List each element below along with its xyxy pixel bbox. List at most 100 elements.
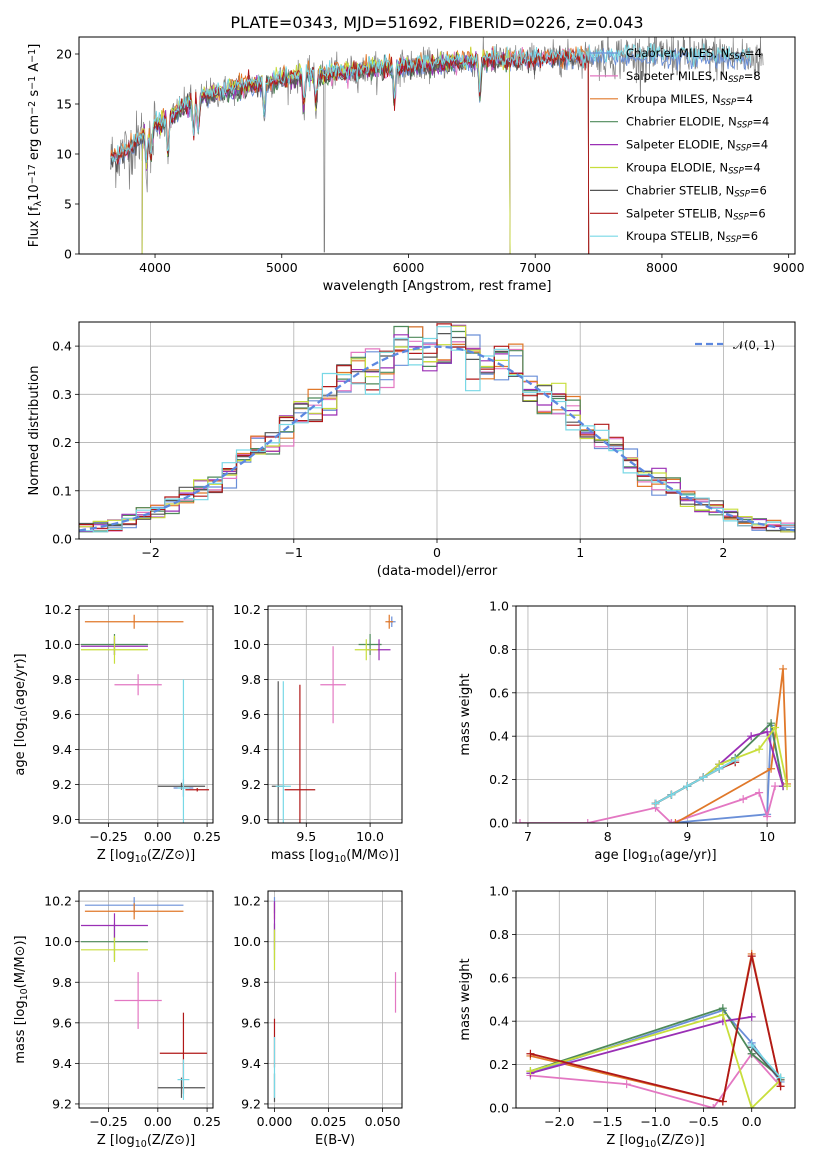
errorbar-point-salpeter-miles (320, 646, 346, 724)
y-tick-label: 9.8 (52, 672, 72, 687)
grid-lines (516, 890, 795, 1109)
legend-entry: Chabrier STELIB, NSSP=6 (626, 183, 767, 199)
x-tick-label: 0.000 (257, 1114, 293, 1129)
x-tick-label: 0.0 (742, 1114, 762, 1129)
series-line (751, 1044, 782, 1079)
mass-weight-vs-age-panel: 7 8 9 10 0.0 0.2 0.4 0.6 0.8 1.0 age [log10(age/yr… (458, 599, 796, 865)
series-line (674, 668, 788, 823)
series-point (747, 732, 756, 741)
x-axis-label: E(B-V) (315, 1133, 355, 1148)
series-line (520, 785, 776, 823)
y-axis-label: mass weight (458, 673, 473, 755)
series-point (739, 795, 748, 804)
x-tick-label: 9 (683, 829, 691, 844)
grid-lines (79, 891, 213, 1108)
plot-area (80, 614, 210, 823)
x-tick-label: 0.025 (311, 1114, 347, 1129)
plot-area (110, 37, 764, 254)
series-line (655, 759, 736, 805)
mass-vs-metallicity-panel: −0.25 0.00 0.25 9.2 9.4 9.6 9.8 10.0 10.2 Z [log1… (13, 890, 221, 1150)
grid-lines (516, 605, 795, 824)
x-tick-label: 6000 (393, 260, 425, 275)
x-tick-label: 7000 (519, 260, 551, 275)
errorbar-point-salpeter-stelib (284, 684, 316, 823)
axes-frame (515, 605, 796, 824)
errorbar-point-salpeter-stelib (185, 788, 210, 792)
errorbar-point-salpeter-miles (114, 674, 162, 696)
y-tick-label: 9.2 (241, 777, 261, 792)
axes-frame (515, 890, 796, 1109)
y-tick-label: 9.4 (241, 742, 261, 757)
errorbar-point-kroupa-elodie (80, 635, 148, 664)
plot-area (526, 949, 785, 1108)
y-tick-label: 0.0 (489, 816, 509, 831)
series-point (776, 1082, 785, 1091)
series-point (776, 1073, 785, 1082)
y-tick-label: 9.6 (52, 707, 72, 722)
series-salpeter-stelib (526, 952, 785, 1106)
errorbar-point-kroupa-stelib (177, 679, 190, 823)
x-tick-label: −2 (141, 545, 159, 560)
series-kroupa-elodie (526, 1010, 785, 1108)
y-tick-label: 9.2 (52, 1096, 72, 1111)
series-point (667, 819, 676, 823)
legend-entry: Chabrier ELODIE, NSSP=4 (626, 115, 769, 131)
y-tick-label: 10.2 (233, 894, 261, 909)
y-tick-label: 5 (64, 197, 72, 212)
x-tick-label: 0.25 (193, 1114, 221, 1129)
y-tick-label: 9.8 (241, 672, 261, 687)
series-point (747, 952, 756, 961)
series-point (763, 812, 772, 821)
x-tick-label: 10.0 (356, 829, 384, 844)
x-axis-label: Z [log10(Z/Z⊙)] (97, 848, 195, 865)
y-axis-label: mass [log10(M/M⊙)] (13, 935, 30, 1063)
x-tick-label: 1 (576, 545, 584, 560)
y-tick-label: 9.2 (241, 1096, 261, 1111)
y-tick-label: 9.6 (52, 1015, 72, 1030)
x-tick-label: −1.0 (640, 1114, 670, 1129)
y-tick-label: 10.2 (44, 602, 72, 617)
y-tick-label: 0.8 (489, 642, 509, 657)
y-tick-label: 0.2 (52, 435, 72, 450)
series-point (526, 1049, 535, 1058)
mass-weight-vs-metallicity-panel: −2.0 −1.5 −1.0 −0.5 0.0 0.0 0.2 0.4 0.6 0.8 1.0 Z [… (458, 884, 796, 1150)
plot-area (80, 897, 208, 1100)
errorbar-point-salpeter-elodie (80, 913, 148, 938)
y-axis-label: mass weight (458, 958, 473, 1040)
grid-lines (268, 891, 402, 1108)
y-tick-label: 9.8 (241, 975, 261, 990)
series-line (751, 1046, 782, 1081)
y-tick-label: 0.0 (489, 1101, 509, 1116)
series-point (671, 819, 680, 823)
series-point (731, 756, 740, 765)
y-tick-label: 0.4 (489, 1014, 509, 1029)
y-axis-label: Normed distribution (27, 366, 42, 496)
y-tick-label: 0.2 (489, 772, 509, 787)
y-tick-label: 10.0 (44, 637, 72, 652)
y-tick-label: 10.0 (233, 934, 261, 949)
y-tick-label: 9.2 (52, 777, 72, 792)
series-point (771, 782, 780, 791)
x-axis-label: age [log10(age/yr)] (594, 848, 716, 865)
axes-frame (78, 36, 796, 255)
series-point (718, 1097, 727, 1106)
x-axis-label: wavelength [Angstrom, rest frame] (323, 279, 552, 294)
series-point (709, 1104, 718, 1108)
histogram-kroupa-stelib (79, 326, 795, 533)
normal-reference-curve (79, 345, 795, 532)
model-spectrum-kroupa-stelib (110, 43, 751, 163)
x-tick-label: −0.25 (89, 1114, 127, 1129)
series-kroupa-stelib (747, 1041, 785, 1082)
series-line (530, 1052, 782, 1108)
y-tick-label: 9.4 (52, 1056, 72, 1071)
y-tick-label: 0.0 (52, 532, 72, 547)
y-tick-label: 10.0 (233, 637, 261, 652)
series-point (715, 764, 724, 773)
y-tick-label: 0.1 (52, 483, 72, 498)
errorbar-point-kroupa-elodie (80, 937, 148, 962)
errorbar-point-kroupa-elodie (354, 639, 378, 661)
series-salpeter-elodie (526, 1012, 756, 1078)
legend-entry: Chabrier MILES, NSSP=4 (626, 46, 762, 62)
series-point (763, 727, 772, 736)
